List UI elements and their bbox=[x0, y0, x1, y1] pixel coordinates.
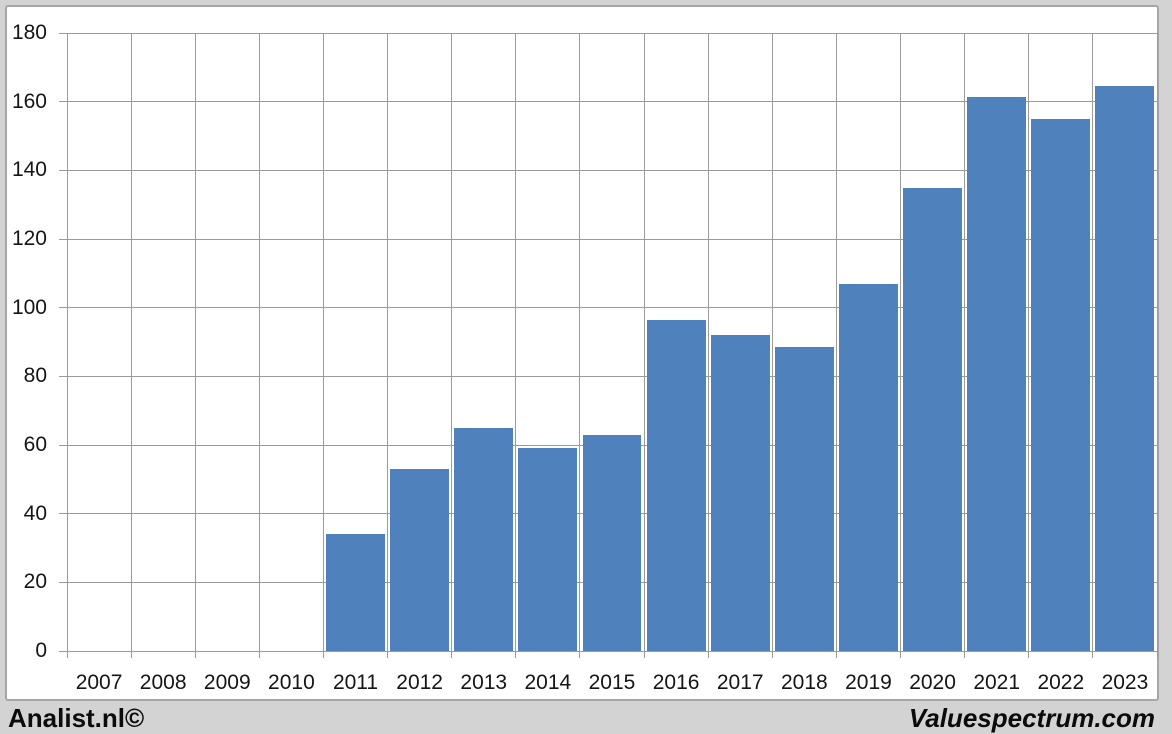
y-axis-tick bbox=[59, 238, 67, 240]
x-gridline bbox=[130, 33, 132, 651]
bar-2019 bbox=[839, 283, 898, 651]
x-gridline bbox=[835, 33, 837, 651]
x-axis-tick bbox=[1092, 651, 1094, 658]
x-axis-tick bbox=[130, 651, 132, 658]
x-gridline bbox=[643, 33, 645, 651]
y-gridline bbox=[67, 101, 1157, 103]
bar-2014 bbox=[518, 448, 578, 651]
x-axis-tick bbox=[66, 651, 68, 658]
x-gridline bbox=[964, 33, 966, 651]
x-axis-label: 2018 bbox=[780, 671, 828, 694]
x-axis-tick bbox=[515, 651, 517, 658]
y-gridline bbox=[67, 32, 1157, 34]
valuespectrum-brand-label: Valuespectrum.com bbox=[908, 703, 1155, 733]
x-axis-tick bbox=[579, 651, 581, 658]
x-axis-label: 2016 bbox=[652, 671, 700, 694]
x-gridline bbox=[771, 33, 773, 651]
y-axis-tick bbox=[59, 513, 67, 515]
x-axis-label: 2009 bbox=[203, 671, 251, 694]
bar-2012 bbox=[390, 469, 450, 651]
y-gridline bbox=[67, 307, 1157, 309]
x-gridline bbox=[1092, 33, 1094, 651]
bar-2023 bbox=[1095, 86, 1155, 651]
plot-area bbox=[66, 32, 1158, 652]
y-axis-label: 40 bbox=[23, 501, 47, 525]
y-axis-label: 20 bbox=[23, 570, 47, 594]
bar-2017 bbox=[710, 335, 770, 651]
x-axis-tick bbox=[1156, 651, 1158, 658]
y-axis-tick bbox=[59, 101, 67, 103]
y-axis-label: 160 bbox=[11, 89, 47, 113]
x-gridline bbox=[194, 33, 196, 651]
y-gridline bbox=[67, 169, 1157, 171]
x-gridline bbox=[66, 33, 68, 651]
x-axis-label: 2017 bbox=[716, 671, 764, 694]
y-gridline bbox=[67, 375, 1157, 377]
y-axis-label: 60 bbox=[23, 433, 47, 456]
x-axis-tick bbox=[258, 651, 260, 658]
y-axis-label: 0 bbox=[35, 639, 47, 662]
x-axis-label: 2015 bbox=[588, 671, 636, 694]
bar-2013 bbox=[454, 427, 514, 651]
x-axis-label: 2010 bbox=[268, 671, 315, 694]
chart-panel bbox=[5, 5, 1159, 701]
y-axis-tick bbox=[59, 650, 67, 652]
x-axis-tick bbox=[387, 651, 389, 658]
y-axis-label: 120 bbox=[11, 227, 47, 250]
y-axis-label: 80 bbox=[23, 364, 47, 388]
x-axis-label: 2019 bbox=[845, 671, 892, 694]
x-axis-tick bbox=[643, 651, 645, 658]
x-gridline bbox=[515, 33, 517, 651]
x-gridline bbox=[258, 33, 260, 651]
x-gridline bbox=[579, 33, 581, 651]
x-gridline bbox=[1028, 33, 1030, 651]
x-axis-label: 2013 bbox=[460, 671, 508, 694]
y-axis-tick bbox=[59, 307, 67, 309]
bar-2018 bbox=[774, 347, 834, 651]
x-axis-label: 2007 bbox=[75, 671, 123, 694]
y-gridline bbox=[67, 238, 1157, 240]
x-axis-tick bbox=[835, 651, 837, 658]
x-gridline bbox=[387, 33, 389, 651]
bar-2016 bbox=[646, 319, 706, 651]
x-axis-tick bbox=[1028, 651, 1030, 658]
x-gridline bbox=[1156, 33, 1158, 651]
y-axis-tick bbox=[59, 169, 67, 171]
x-axis-tick bbox=[771, 651, 773, 658]
y-axis-tick bbox=[59, 375, 67, 377]
x-axis-label: 2008 bbox=[139, 671, 187, 694]
x-axis-tick bbox=[322, 651, 324, 658]
x-axis-label: 2022 bbox=[1037, 671, 1085, 694]
x-axis-label: 2023 bbox=[1101, 671, 1149, 694]
x-gridline bbox=[451, 33, 453, 651]
x-axis-tick bbox=[194, 651, 196, 658]
y-axis-label: 140 bbox=[11, 158, 47, 182]
analist-brand-label: Analist.nl© bbox=[8, 703, 145, 733]
y-axis-tick bbox=[59, 444, 67, 446]
x-axis-label: 2021 bbox=[973, 671, 1021, 694]
bar-2011 bbox=[326, 534, 385, 651]
bar-2020 bbox=[903, 187, 963, 651]
x-axis-label: 2020 bbox=[909, 671, 956, 694]
x-axis-tick bbox=[451, 651, 453, 658]
y-axis-tick bbox=[59, 32, 67, 34]
y-axis-label: 180 bbox=[11, 21, 47, 44]
x-axis-label: 2011 bbox=[332, 671, 379, 694]
x-gridline bbox=[707, 33, 709, 651]
x-axis-tick bbox=[900, 651, 902, 658]
y-axis-tick bbox=[59, 581, 67, 583]
x-axis-tick bbox=[964, 651, 966, 658]
x-axis-label: 2014 bbox=[524, 671, 572, 694]
x-gridline bbox=[900, 33, 902, 651]
y-axis-label: 100 bbox=[11, 295, 47, 319]
bar-2015 bbox=[582, 434, 642, 651]
y-gridline bbox=[67, 650, 1157, 652]
x-gridline bbox=[322, 33, 324, 651]
bar-2022 bbox=[1031, 118, 1091, 651]
x-axis-label: 2012 bbox=[396, 671, 443, 694]
x-axis-tick bbox=[707, 651, 709, 658]
bar-2021 bbox=[967, 96, 1027, 651]
